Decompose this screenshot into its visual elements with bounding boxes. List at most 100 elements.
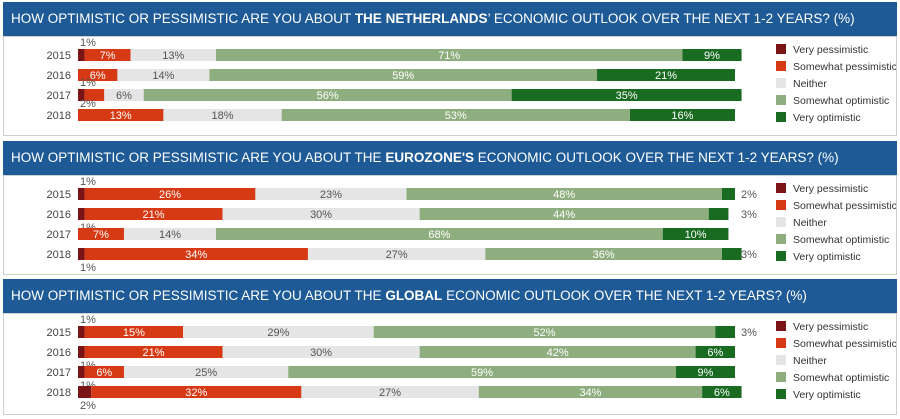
year-label: 2018 [47, 110, 71, 122]
chart-area-netherlands: 2015 1% 7% 13% 71% 9% 2016 6% 14% 59% 21% 2017 1% 6% 5… [3, 36, 897, 136]
data-label: 18% [212, 110, 234, 122]
bar-segment-somewhat-optimistic [281, 109, 630, 121]
data-label: 21% [143, 209, 165, 221]
data-label: 21% [655, 70, 677, 82]
data-label: 1% [80, 176, 96, 188]
data-label: 59% [471, 367, 493, 379]
bar-segment-somewhat-optimistic [215, 228, 663, 240]
data-label: 27% [379, 387, 401, 399]
year-label: 2015 [47, 50, 71, 62]
chart-area-global: 20151%15%29%52%3%20161%21%30%42%6%20171%… [3, 313, 897, 415]
year-label: 2017 [47, 367, 71, 379]
legend-label-very-optimistic: Very optimistic [793, 389, 861, 401]
bar-segment-somewhat-optimistic [485, 248, 722, 260]
data-label: 6% [707, 347, 723, 359]
bar-segment-somewhat-optimistic [478, 386, 703, 398]
chart-panel-global: HOW OPTIMISTIC OR PESSIMISTIC ARE YOU AB… [3, 279, 897, 415]
bar-segment-very-optimistic [675, 366, 735, 378]
bar-segment-neither [123, 366, 289, 378]
legend-swatch-somewhat-pessimistic [776, 338, 786, 348]
chart-title-netherlands: HOW OPTIMISTIC OR PESSIMISTIC ARE YOU AB… [3, 2, 897, 36]
chart-area-eurozone: 2015 1% 26% 23% 48% 2% 2016 1% 21% 30% 44% 3% 2017 7%… [3, 175, 897, 275]
bar-segment-somewhat-pessimistic [78, 109, 164, 121]
data-label: 21% [143, 347, 165, 359]
legend-label-somewhat-optimistic: Somewhat optimistic [793, 95, 889, 107]
bar-segment-very-optimistic [511, 89, 742, 101]
bar-segment-somewhat-pessimistic [84, 326, 184, 338]
legend-label-very-pessimistic: Very pessimistic [793, 183, 868, 195]
bar-segment-neither [104, 89, 144, 101]
data-label: 1% [80, 262, 96, 274]
title-part-1: HOW OPTIMISTIC OR PESSIMISTIC ARE YOU AB… [11, 11, 355, 26]
legend-label-somewhat-pessimistic: Somewhat pessimistic [793, 61, 896, 73]
title-part-2: ECONOMIC OUTLOOK OVER THE NEXT 1-2 YEARS… [442, 288, 807, 303]
bar-segment-somewhat-pessimistic [84, 346, 223, 358]
bar-segment-neither [163, 109, 282, 121]
legend-label-very-optimistic: Very optimistic [793, 251, 861, 263]
data-label: 32% [185, 387, 207, 399]
bar-segment-very-optimistic [715, 326, 735, 338]
legend-swatch-neither [776, 78, 786, 88]
title-part-bold: GLOBAL [385, 288, 443, 303]
data-label: 14% [159, 229, 181, 241]
bar-segment-neither [183, 326, 374, 338]
bar-segment-somewhat-pessimistic [84, 188, 256, 200]
bar-segment-very-pessimistic [78, 366, 85, 378]
data-label: 35% [616, 90, 638, 102]
data-label: 15% [123, 327, 145, 339]
data-label: 30% [310, 209, 332, 221]
bar-segment-somewhat-optimistic [288, 366, 676, 378]
data-label: 36% [593, 249, 615, 261]
bar-segment-somewhat-optimistic [215, 49, 683, 61]
bar-segment-very-optimistic [662, 228, 729, 240]
bar-segment-somewhat-pessimistic [84, 208, 223, 220]
legend-swatch-very-optimistic [776, 389, 786, 399]
data-label: 34% [579, 387, 601, 399]
bar-segment-somewhat-optimistic [143, 89, 512, 101]
data-label: 6% [96, 367, 112, 379]
year-label: 2018 [47, 387, 71, 399]
legend-label-neither: Neither [793, 78, 827, 90]
chart-title-global: HOW OPTIMISTIC OR PESSIMISTIC ARE YOU AB… [3, 279, 897, 313]
year-label: 2015 [47, 189, 71, 201]
legend-label-very-pessimistic: Very pessimistic [793, 321, 868, 333]
data-label: 3% [741, 209, 757, 221]
bar-segment-very-optimistic [597, 69, 735, 81]
data-label: 59% [392, 70, 414, 82]
data-label: 25% [195, 367, 217, 379]
bar-segment-very-pessimistic [78, 346, 85, 358]
title-part-2: ECONOMIC OUTLOOK OVER THE NEXT 1-2 YEARS… [474, 150, 839, 165]
legend-label-neither: Neither [793, 355, 827, 367]
data-label: 1% [80, 314, 96, 326]
bar-segment-neither [255, 188, 407, 200]
data-label: 13% [162, 50, 184, 62]
bar-segment-somewhat-optimistic [419, 346, 696, 358]
data-label: 1% [80, 77, 96, 89]
data-label: 53% [445, 110, 467, 122]
data-label: 14% [152, 70, 174, 82]
data-label: 9% [704, 50, 720, 62]
bar-segment-very-pessimistic [78, 208, 85, 220]
data-label: 6% [90, 70, 106, 82]
year-label: 2015 [47, 327, 71, 339]
data-label: 26% [159, 189, 181, 201]
bar-segment-somewhat-pessimistic [78, 69, 118, 81]
bar-segment-somewhat-pessimistic [84, 248, 308, 260]
legend-label-somewhat-optimistic: Somewhat optimistic [793, 234, 889, 246]
bar-segment-very-pessimistic [78, 89, 85, 101]
title-part-bold: THE NETHERLANDS [354, 11, 488, 26]
legend-swatch-very-pessimistic [776, 321, 786, 331]
chart-panel-eurozone: HOW OPTIMISTIC OR PESSIMISTIC ARE YOU AB… [3, 141, 897, 275]
bar-segment-neither [222, 208, 420, 220]
bar-segment-very-optimistic [708, 208, 729, 220]
bar-segment-very-optimistic [695, 346, 735, 358]
bar-segment-neither [307, 248, 486, 260]
bar-segment-somewhat-optimistic [373, 326, 716, 338]
legend-swatch-very-optimistic [776, 112, 786, 122]
legend-swatch-very-optimistic [776, 251, 786, 261]
data-label: 44% [553, 209, 575, 221]
chart-svg-eurozone: 2015 1% 26% 23% 48% 2% 2016 1% 21% 30% 44% 3% 2017 7%… [47, 176, 897, 274]
legend-swatch-somewhat-pessimistic [776, 200, 786, 210]
year-label: 2016 [47, 347, 71, 359]
